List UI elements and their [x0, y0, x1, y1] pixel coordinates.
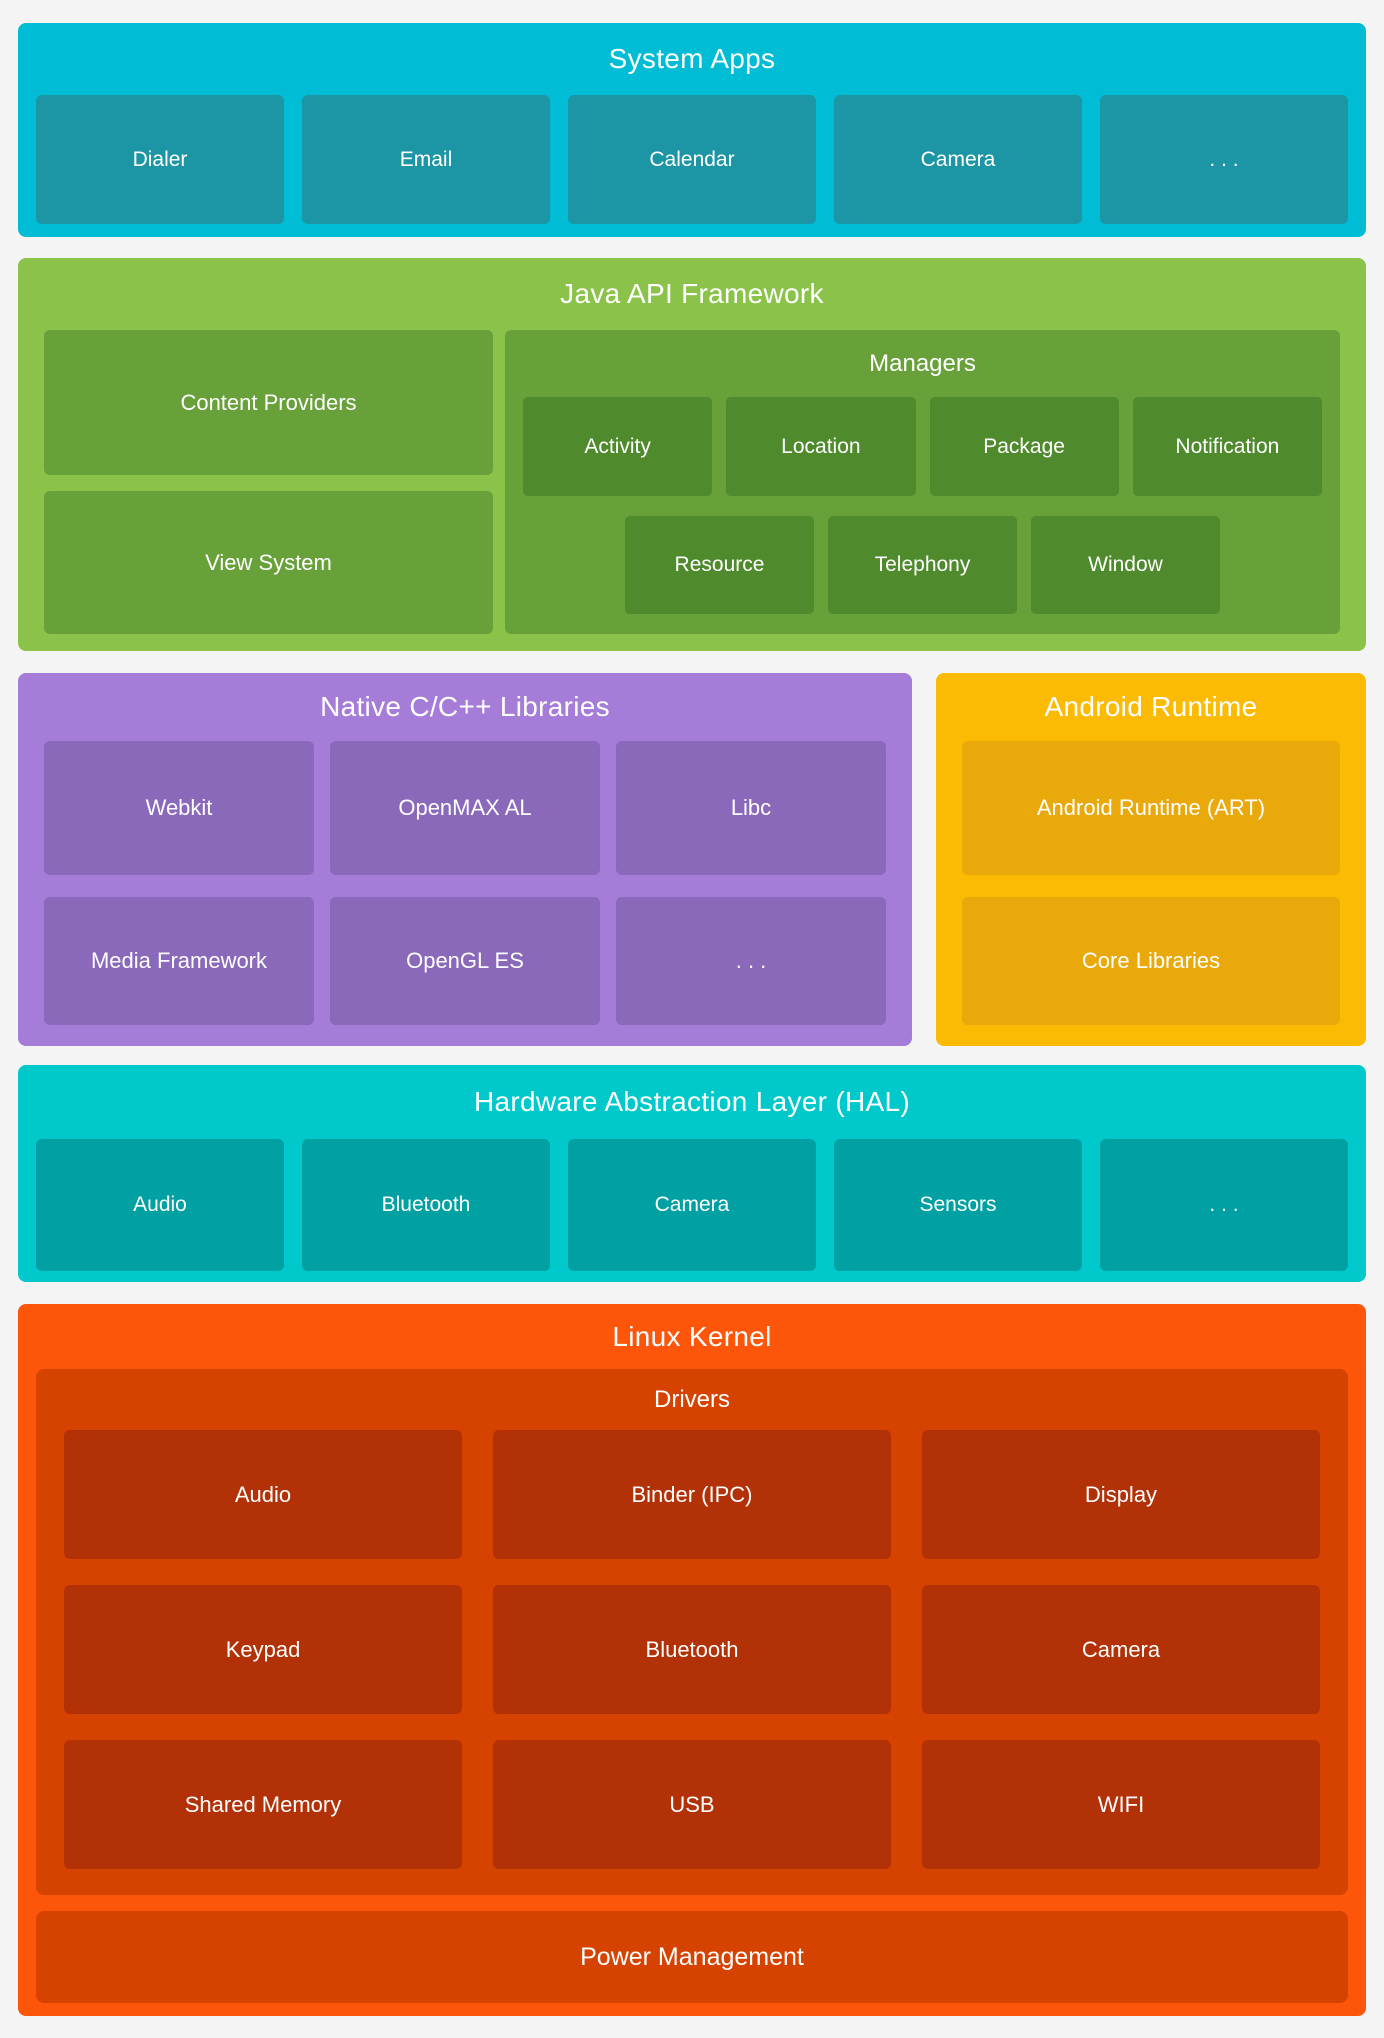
native-libraries-title: Native C/C++ Libraries — [320, 691, 610, 722]
driver-box-keypad: Keypad — [64, 1585, 462, 1714]
managers-container: Managers Activity Location Package Notif… — [505, 330, 1340, 634]
hal-box-audio: Audio — [36, 1139, 284, 1271]
box-content-providers: Content Providers — [44, 330, 493, 475]
system-apps-title: System Apps — [608, 43, 776, 74]
app-box-email: Email — [302, 95, 550, 224]
box-view-system: View System — [44, 491, 493, 634]
driver-box-display: Display — [922, 1430, 1320, 1559]
driver-box-audio: Audio — [64, 1430, 462, 1559]
hal-row: Audio Bluetooth Camera Sensors . . . — [36, 1139, 1348, 1271]
section-java-api-framework: Java API Framework Content Providers Vie… — [18, 258, 1366, 651]
middle-row: Native C/C++ Libraries Webkit OpenMAX AL… — [18, 673, 1366, 1046]
lib-box-libc: Libc — [616, 741, 886, 875]
manager-box-activity: Activity — [523, 397, 713, 496]
driver-box-usb: USB — [493, 1740, 891, 1869]
hal-box-camera: Camera — [568, 1139, 816, 1271]
section-android-runtime: Android Runtime Android Runtime (ART) Co… — [936, 673, 1366, 1046]
section-linux-kernel: Linux Kernel Drivers Audio Binder (IPC) … — [18, 1304, 1366, 2016]
drivers-title: Drivers — [654, 1385, 730, 1413]
driver-box-bluetooth: Bluetooth — [493, 1585, 891, 1714]
lib-box-webkit: Webkit — [44, 741, 314, 875]
hal-box-bluetooth: Bluetooth — [302, 1139, 550, 1271]
section-native-libraries: Native C/C++ Libraries Webkit OpenMAX AL… — [18, 673, 912, 1046]
section-hal: Hardware Abstraction Layer (HAL) Audio B… — [18, 1065, 1366, 1282]
section-system-apps: System Apps Dialer Email Calendar Camera… — [18, 23, 1366, 237]
drivers-row-2: Keypad Bluetooth Camera — [64, 1585, 1320, 1714]
android-runtime-title: Android Runtime — [1044, 691, 1258, 722]
lib-box-media-framework: Media Framework — [44, 897, 314, 1025]
drivers-container: Drivers Audio Binder (IPC) Display Keypa… — [36, 1369, 1348, 1895]
lib-box-opengl-es: OpenGL ES — [330, 897, 600, 1025]
native-row-1: Webkit OpenMAX AL Libc — [44, 741, 886, 875]
managers-row-2: Resource Telephony Window — [523, 516, 1322, 614]
driver-box-wifi: WIFI — [922, 1740, 1320, 1869]
manager-box-resource: Resource — [625, 516, 814, 614]
system-apps-row: Dialer Email Calendar Camera . . . — [36, 95, 1348, 224]
driver-box-shared-memory: Shared Memory — [64, 1740, 462, 1869]
lib-box-openmax-al: OpenMAX AL — [330, 741, 600, 875]
runtime-box-art: Android Runtime (ART) — [962, 741, 1340, 875]
driver-box-binder-ipc: Binder (IPC) — [493, 1430, 891, 1559]
hal-box-more: . . . — [1100, 1139, 1348, 1271]
power-management-box: Power Management — [36, 1911, 1348, 2003]
linux-kernel-title: Linux Kernel — [612, 1320, 772, 1352]
native-row-2: Media Framework OpenGL ES . . . — [44, 897, 886, 1025]
driver-box-camera: Camera — [922, 1585, 1320, 1714]
hal-title: Hardware Abstraction Layer (HAL) — [474, 1086, 910, 1117]
app-box-calendar: Calendar — [568, 95, 816, 224]
managers-row-1: Activity Location Package Notification — [523, 397, 1322, 496]
managers-title: Managers — [869, 349, 976, 377]
lib-box-more: . . . — [616, 897, 886, 1025]
app-box-dialer: Dialer — [36, 95, 284, 224]
manager-box-location: Location — [726, 397, 916, 496]
java-api-content: Content Providers View System Managers A… — [44, 330, 1340, 634]
java-left-column: Content Providers View System — [44, 330, 493, 634]
manager-box-package: Package — [929, 397, 1119, 496]
manager-box-notification: Notification — [1132, 397, 1322, 496]
drivers-row-3: Shared Memory USB WIFI — [64, 1740, 1320, 1869]
java-api-title: Java API Framework — [560, 278, 824, 309]
drivers-row-1: Audio Binder (IPC) Display — [64, 1430, 1320, 1559]
runtime-box-core-libraries: Core Libraries — [962, 897, 1340, 1025]
hal-box-sensors: Sensors — [834, 1139, 1082, 1271]
app-box-more: . . . — [1100, 95, 1348, 224]
manager-box-window: Window — [1031, 516, 1220, 614]
manager-box-telephony: Telephony — [828, 516, 1017, 614]
app-box-camera: Camera — [834, 95, 1082, 224]
